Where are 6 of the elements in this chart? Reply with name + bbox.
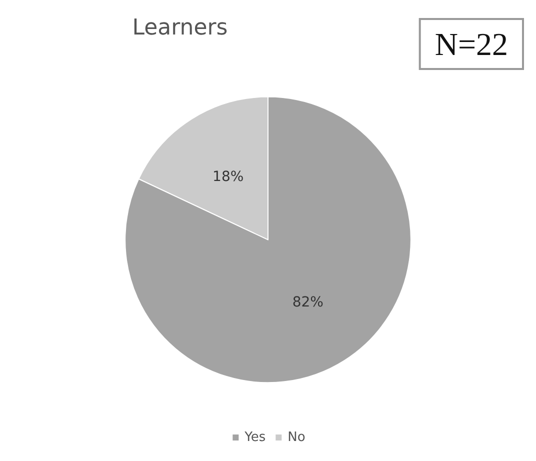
legend-label: No — [288, 430, 306, 445]
text: N=22 — [434, 26, 508, 62]
chart-title: Learners — [132, 16, 228, 40]
data-label: 18% — [212, 168, 244, 185]
data-label: 82% — [292, 294, 324, 311]
legend-label: Yes — [244, 430, 266, 445]
